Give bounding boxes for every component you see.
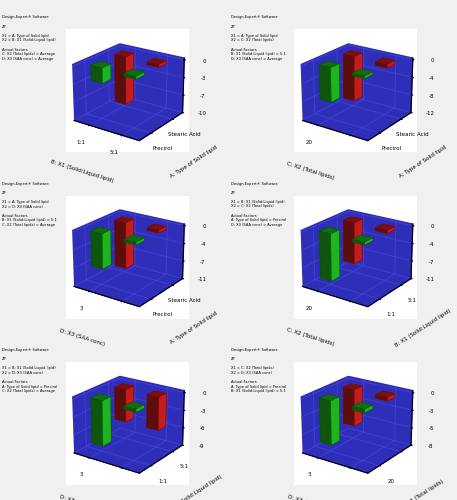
Y-axis label: A: Type of Solid lipid: A: Type of Solid lipid [170, 144, 219, 179]
Text: Design-Expert® Software

ZP

X1 = C: X2 (Total lipids)
X2 = D: X3 (SAA conc)

Ac: Design-Expert® Software ZP X1 = C: X2 (T… [231, 348, 286, 394]
Text: Design-Expert® Software

ZP

X1 = B: X1 (Solid:Liquid lipid)
X2 = D: X3 (SAA con: Design-Expert® Software ZP X1 = B: X1 (S… [2, 348, 58, 394]
Y-axis label: C: X2 (Total lipids): C: X2 (Total lipids) [401, 478, 445, 500]
Text: Design-Expert® Software

ZP

X1 = A: Type of Solid lipid
X2 = B: X1 (Solid:Liqui: Design-Expert® Software ZP X1 = A: Type … [2, 16, 56, 61]
X-axis label: C: X2 (Total lipids): C: X2 (Total lipids) [286, 328, 335, 347]
Y-axis label: A: Type of Solid lipid: A: Type of Solid lipid [170, 310, 219, 345]
Y-axis label: B: X1 (Solid:Liquid lipid): B: X1 (Solid:Liquid lipid) [165, 474, 223, 500]
Text: Design-Expert® Software

ZP

X1 = B: X1 (Solid:Liquid lipid)
X2 = C: X2 (Total l: Design-Expert® Software ZP X1 = B: X1 (S… [231, 182, 286, 227]
X-axis label: C: X2 (Total lipids): C: X2 (Total lipids) [286, 162, 335, 181]
X-axis label: B: X1 (Solid:Liquid lipid): B: X1 (Solid:Liquid lipid) [50, 160, 114, 184]
X-axis label: D: X3 (SAA conc): D: X3 (SAA conc) [287, 494, 334, 500]
Text: Design-Expert® Software

ZP

X1 = A: Type of Solid lipid
X2 = C: X2 (Total lipid: Design-Expert® Software ZP X1 = A: Type … [231, 16, 286, 61]
Y-axis label: B: X1 (Solid:Liquid lipid): B: X1 (Solid:Liquid lipid) [394, 308, 452, 348]
Y-axis label: A: Type of Solid lipid: A: Type of Solid lipid [398, 144, 447, 179]
X-axis label: D: X3 (SAA conc): D: X3 (SAA conc) [59, 328, 105, 346]
X-axis label: D: X3 (SAA conc): D: X3 (SAA conc) [59, 494, 105, 500]
Text: Design-Expert® Software

ZP

X1 = A: Type of Solid lipid
X2 = D: X3 (SAA conc)

: Design-Expert® Software ZP X1 = A: Type … [2, 182, 57, 227]
